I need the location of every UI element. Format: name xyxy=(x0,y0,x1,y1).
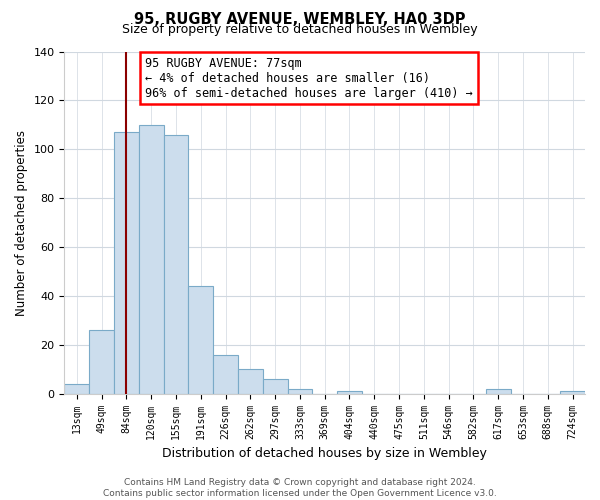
Bar xyxy=(486,389,511,394)
Bar xyxy=(89,330,114,394)
Y-axis label: Number of detached properties: Number of detached properties xyxy=(15,130,28,316)
Bar xyxy=(560,392,585,394)
Bar xyxy=(188,286,213,394)
Bar xyxy=(213,354,238,394)
Bar xyxy=(164,134,188,394)
Bar xyxy=(238,370,263,394)
Bar xyxy=(337,392,362,394)
Bar xyxy=(263,379,287,394)
Bar xyxy=(64,384,89,394)
Bar xyxy=(114,132,139,394)
Text: 95, RUGBY AVENUE, WEMBLEY, HA0 3DP: 95, RUGBY AVENUE, WEMBLEY, HA0 3DP xyxy=(134,12,466,28)
Text: Size of property relative to detached houses in Wembley: Size of property relative to detached ho… xyxy=(122,24,478,36)
Text: Contains HM Land Registry data © Crown copyright and database right 2024.
Contai: Contains HM Land Registry data © Crown c… xyxy=(103,478,497,498)
X-axis label: Distribution of detached houses by size in Wembley: Distribution of detached houses by size … xyxy=(162,447,487,460)
Bar xyxy=(139,125,164,394)
Bar xyxy=(287,389,313,394)
Text: 95 RUGBY AVENUE: 77sqm
← 4% of detached houses are smaller (16)
96% of semi-deta: 95 RUGBY AVENUE: 77sqm ← 4% of detached … xyxy=(145,56,473,100)
